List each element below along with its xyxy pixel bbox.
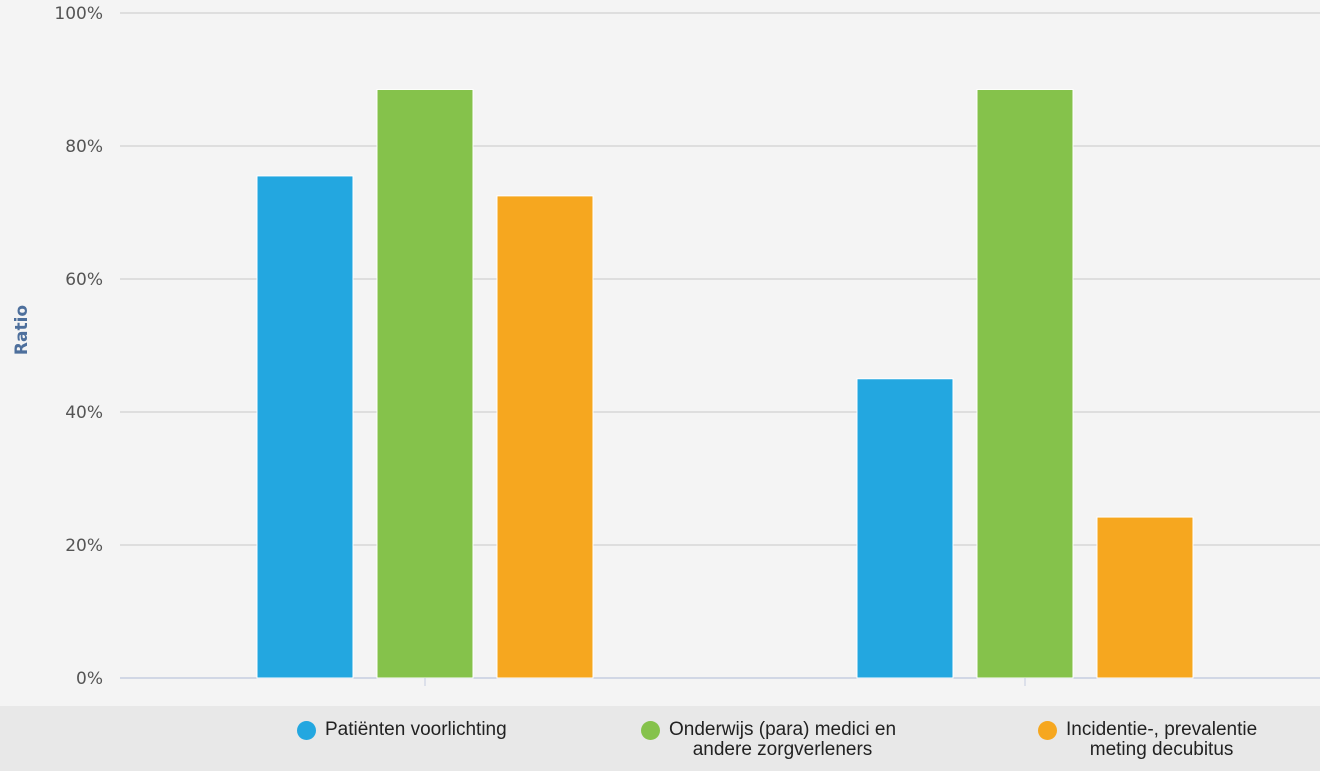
y-axis-label: Ratio <box>12 305 32 355</box>
y-tick-label: 20% <box>65 536 103 556</box>
bar[interactable] <box>377 89 473 678</box>
legend-dot-icon <box>1038 721 1057 740</box>
bar-chart: 0% 20% 40% 60% 80% 100% Ratio <box>0 0 1320 706</box>
y-tick-label: 100% <box>54 4 103 24</box>
legend-dot-icon <box>641 721 660 740</box>
legend-item-incidentie[interactable]: Incidentie-, prevalentie meting decubitu… <box>1038 720 1257 760</box>
bar[interactable] <box>257 176 353 678</box>
bar[interactable] <box>857 379 953 678</box>
y-tick-labels: 0% 20% 40% 60% 80% 100% <box>54 4 103 689</box>
legend: Patiënten voorlichting Onderwijs (para) … <box>0 706 1320 771</box>
bar[interactable] <box>497 196 593 678</box>
legend-item-patienten-voorlichting[interactable]: Patiënten voorlichting <box>297 720 507 740</box>
legend-item-onderwijs[interactable]: Onderwijs (para) medici en andere zorgve… <box>641 720 896 760</box>
bar[interactable] <box>1097 517 1193 678</box>
legend-label: Patiënten voorlichting <box>325 720 507 740</box>
y-tick-label: 40% <box>65 403 103 423</box>
y-tick-label: 0% <box>76 669 103 689</box>
y-tick-label: 60% <box>65 270 103 290</box>
legend-label: Onderwijs (para) medici en andere zorgve… <box>669 720 896 760</box>
legend-dot-icon <box>297 721 316 740</box>
bars <box>257 89 1193 678</box>
legend-label: Incidentie-, prevalentie meting decubitu… <box>1066 720 1257 760</box>
y-tick-label: 80% <box>65 137 103 157</box>
x-tick-marks <box>425 678 1025 686</box>
bar[interactable] <box>977 89 1073 678</box>
